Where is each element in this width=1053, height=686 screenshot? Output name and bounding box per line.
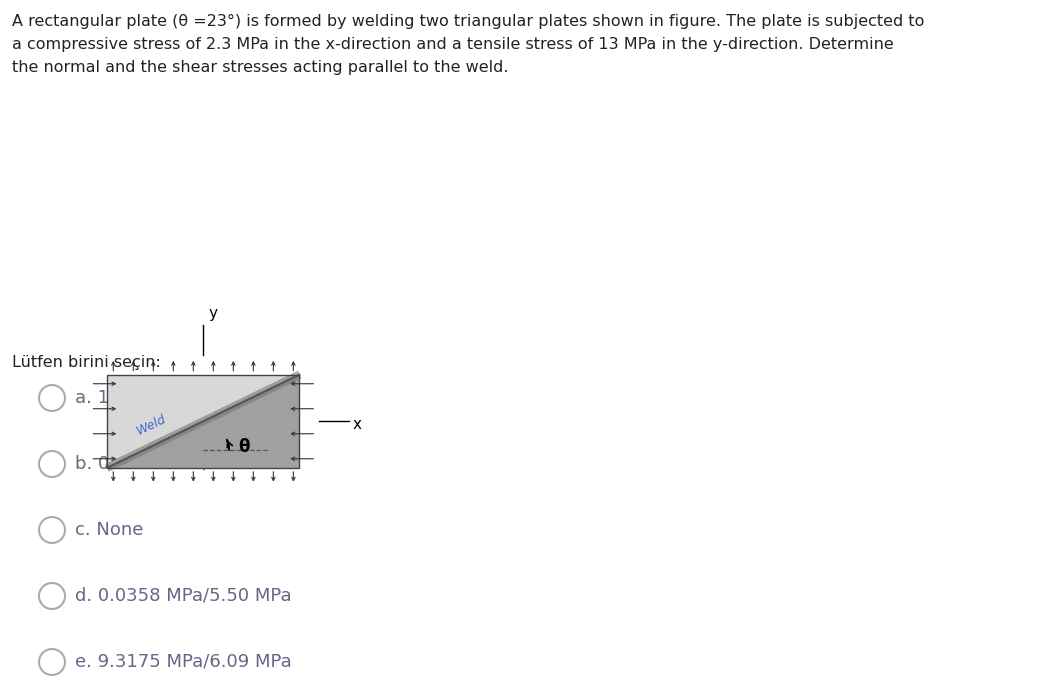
Bar [107,375,299,468]
Text: Lütfen birini seçin:: Lütfen birini seçin: [12,355,161,370]
Text: a. 10.664 MPa/5.50 MPa: a. 10.664 MPa/5.50 MPa [75,389,292,407]
Text: y: y [208,306,217,321]
Text: e. 9.3175 MPa/6.09 MPa: e. 9.3175 MPa/6.09 MPa [75,653,292,671]
Text: Weld: Weld [135,412,168,438]
Text: A rectangular plate (θ =23°) is formed by welding two triangular plates shown in: A rectangular plate (θ =23°) is formed b… [12,14,925,75]
Text: $\bf{\theta}$: $\bf{\theta}$ [238,438,251,456]
Text: d. 0.0358 MPa/5.50 MPa: d. 0.0358 MPa/5.50 MPa [75,587,292,605]
Polygon shape [107,375,299,468]
Text: c. None: c. None [75,521,143,539]
Polygon shape [107,375,299,468]
Text: b. 0.3131 MPa/4.93 MPa: b. 0.3131 MPa/4.93 MPa [75,455,292,473]
Text: x: x [352,417,361,431]
